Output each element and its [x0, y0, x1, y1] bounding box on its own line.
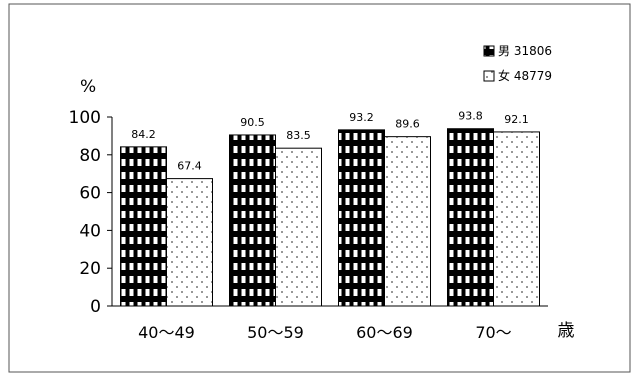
bar-male: [120, 146, 167, 307]
data-label-female: 83.5: [286, 129, 311, 142]
data-label-female: 89.6: [395, 118, 420, 131]
legend-entry-female: 女 48779: [498, 68, 552, 83]
bar-female: [493, 131, 540, 307]
bar-female: [384, 136, 431, 307]
x-axis-unit-label: 歳: [558, 321, 575, 341]
data-label-male: 93.2: [349, 111, 374, 124]
data-labels: 84.2 67.4 90.5 83.5 93.2 89.6 93.8 92.1: [131, 110, 529, 173]
y-axis-ticks: 0 20 40 60 80 100: [69, 108, 112, 317]
y-tick-label: 0: [90, 297, 101, 317]
bar-male: [338, 129, 385, 307]
category-label: 60～69: [356, 323, 413, 342]
y-tick-label: 100: [69, 108, 101, 128]
legend-entry-male: 男 31806: [498, 44, 552, 58]
bar-female: [166, 178, 213, 307]
y-axis-unit-label: %: [80, 77, 96, 97]
y-tick-label: 60: [79, 184, 101, 204]
bar-male: [229, 134, 276, 307]
category-label: 50～59: [247, 323, 304, 342]
legend-swatch-male: [483, 45, 495, 57]
category-label: 70～: [475, 323, 511, 342]
bar-female: [275, 147, 322, 307]
data-label-female: 67.4: [177, 160, 202, 173]
legend: 男 31806 女 48779: [483, 44, 552, 83]
data-label-male: 93.8: [458, 110, 483, 123]
category-label: 40～49: [138, 323, 195, 342]
bars: [120, 128, 540, 307]
y-tick-label: 40: [79, 221, 101, 241]
data-label-male: 84.2: [131, 128, 156, 141]
data-label-female: 92.1: [504, 113, 529, 126]
data-label-male: 90.5: [240, 116, 265, 129]
category-labels: 40～49 50～59 60～69 70～: [138, 323, 512, 342]
bar-male: [447, 128, 494, 307]
legend-swatch-female: [483, 70, 495, 82]
y-tick-label: 80: [79, 146, 101, 166]
y-tick-label: 20: [79, 259, 101, 279]
